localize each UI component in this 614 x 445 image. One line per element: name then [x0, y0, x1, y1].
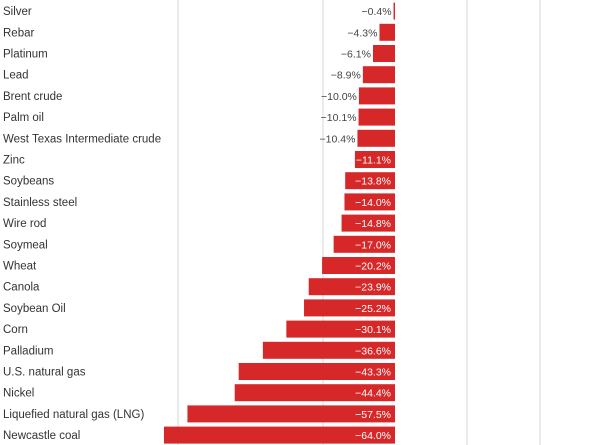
category-label: Platinum: [3, 49, 48, 61]
bar: [163, 426, 395, 444]
bar: [358, 87, 395, 105]
bar: [286, 320, 395, 338]
bar: [345, 172, 395, 190]
category-label: Zinc: [3, 155, 25, 167]
category-label: Stainless steel: [3, 197, 77, 209]
value-label: −13.8%: [355, 176, 391, 188]
value-label: −36.6%: [355, 345, 391, 357]
value-label: −25.2%: [355, 303, 391, 315]
value-label: −0.4%: [361, 6, 391, 18]
bar: [304, 299, 395, 317]
category-label: U.S. natural gas: [3, 367, 86, 379]
category-label: Brent crude: [3, 91, 62, 103]
bar: [238, 363, 395, 380]
bar: [333, 235, 395, 253]
bar: [362, 66, 395, 84]
bar: [379, 23, 395, 41]
bar: [234, 384, 395, 402]
bar: [354, 151, 395, 168]
bar: [372, 45, 395, 62]
bar: [357, 129, 395, 147]
category-label: West Texas Intermediate crude: [3, 133, 161, 145]
bar: [187, 405, 395, 423]
category-label: Liquefied natural gas (LNG): [3, 409, 144, 421]
category-label: Soybean Oil: [3, 303, 66, 315]
value-label: −14.8%: [355, 218, 391, 230]
category-label: Palm oil: [3, 112, 44, 124]
bar: [322, 257, 395, 274]
value-label: −17.0%: [355, 239, 391, 251]
bar: [308, 278, 395, 296]
category-label: Wheat: [3, 261, 37, 273]
category-label: Canola: [3, 282, 40, 294]
bar: [393, 2, 395, 20]
value-label: −10.1%: [321, 112, 357, 124]
value-label: −8.9%: [331, 70, 361, 82]
category-label: Silver: [3, 6, 32, 18]
category-label: Newcastle coal: [3, 430, 80, 442]
category-label: Soymeal: [3, 239, 48, 251]
value-label: −10.0%: [321, 91, 357, 103]
value-label: −6.1%: [341, 49, 371, 61]
value-label: −44.4%: [355, 388, 391, 400]
bar: [341, 214, 395, 232]
category-label: Nickel: [3, 388, 34, 400]
value-label: −64.0%: [355, 430, 391, 442]
value-label: −57.5%: [355, 409, 391, 421]
category-label: Palladium: [3, 345, 54, 357]
category-label: Soybeans: [3, 176, 54, 188]
value-label: −10.4%: [320, 133, 356, 145]
category-label: Rebar: [3, 27, 34, 39]
value-label: −4.3%: [347, 27, 377, 39]
category-label: Lead: [3, 70, 29, 82]
category-label: Corn: [3, 324, 28, 336]
value-labels: −0.4%−4.3%−6.1%−8.9%−10.0%−10.1%−10.4%−1…: [320, 6, 392, 442]
value-label: −14.0%: [355, 197, 391, 209]
bar: [262, 341, 395, 359]
bars: [163, 2, 395, 444]
bar: [358, 108, 395, 126]
value-label: −30.1%: [355, 324, 391, 336]
category-label: Wire rod: [3, 218, 46, 230]
bar: [344, 193, 395, 211]
value-label: −43.3%: [355, 367, 391, 379]
value-label: −23.9%: [355, 282, 391, 294]
value-label: −20.2%: [355, 261, 391, 273]
value-label: −11.1%: [356, 155, 391, 167]
category-labels: Silver Rebar Platinum Lead Brent crude Palm o…: [3, 6, 161, 442]
